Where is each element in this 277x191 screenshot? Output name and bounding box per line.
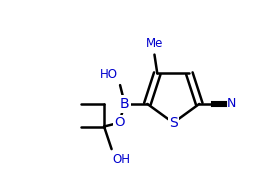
Text: O: O — [114, 116, 124, 129]
Text: HO: HO — [100, 68, 118, 81]
Text: Me: Me — [146, 37, 163, 50]
Text: B: B — [120, 97, 130, 111]
Text: OH: OH — [112, 153, 130, 166]
Text: S: S — [169, 116, 178, 130]
Text: N: N — [227, 97, 236, 110]
